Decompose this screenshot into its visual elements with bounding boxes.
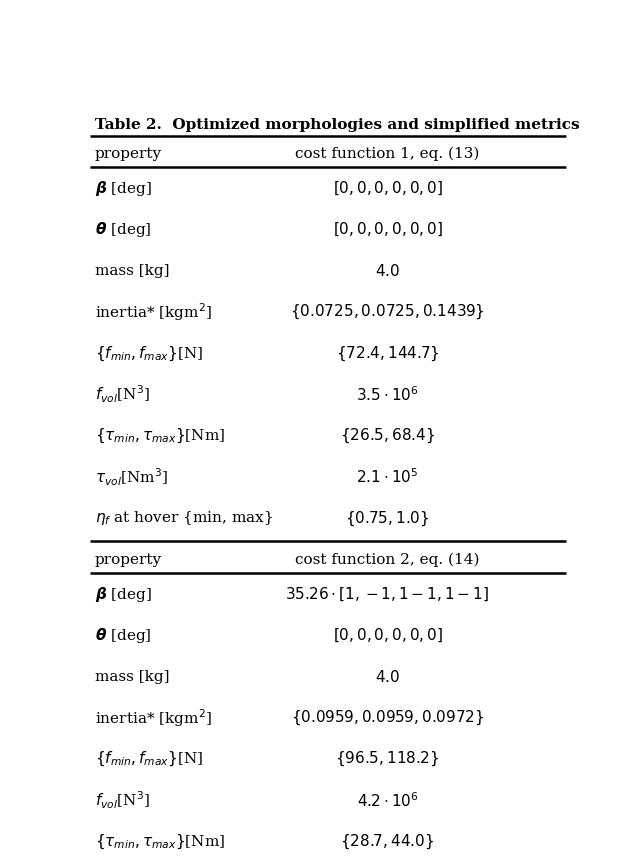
Text: $\boldsymbol{\beta}$ [deg]: $\boldsymbol{\beta}$ [deg]	[95, 585, 152, 604]
Text: $35.26 \cdot [1, -1, 1-1, 1-1]$: $35.26 \cdot [1, -1, 1-1, 1-1]$	[285, 586, 490, 603]
Text: inertia* [kgm$^2$]: inertia* [kgm$^2$]	[95, 707, 212, 728]
Text: Table 2.  Optimized morphologies and simplified metrics: Table 2. Optimized morphologies and simp…	[95, 118, 579, 132]
Text: $4.0$: $4.0$	[375, 263, 400, 279]
Text: $\{28.7, 44.0\}$: $\{28.7, 44.0\}$	[340, 832, 435, 851]
Text: $\{96.5, 118.2\}$: $\{96.5, 118.2\}$	[335, 750, 440, 768]
Text: $[0, 0, 0, 0, 0, 0]$: $[0, 0, 0, 0, 0, 0]$	[333, 221, 442, 238]
Text: $f_{vol}$[N$^3$]: $f_{vol}$[N$^3$]	[95, 384, 150, 405]
Text: $4.0$: $4.0$	[375, 669, 400, 684]
Text: $\{72.4, 144.7\}$: $\{72.4, 144.7\}$	[336, 344, 439, 363]
Text: $[0, 0, 0, 0, 0, 0]$: $[0, 0, 0, 0, 0, 0]$	[333, 180, 442, 197]
Text: cost function 2, eq. (14): cost function 2, eq. (14)	[295, 552, 480, 567]
Text: property: property	[95, 147, 162, 161]
Text: $\tau_{vol}$[Nm$^3$]: $\tau_{vol}$[Nm$^3$]	[95, 467, 168, 488]
Text: $\{0.0725, 0.0725, 0.1439\}$: $\{0.0725, 0.0725, 0.1439\}$	[291, 303, 484, 321]
Text: $\boldsymbol{\beta}$ [deg]: $\boldsymbol{\beta}$ [deg]	[95, 179, 152, 198]
Text: $\{0.75, 1.0\}$: $\{0.75, 1.0\}$	[346, 509, 429, 528]
Text: $\boldsymbol{\theta}$ [deg]: $\boldsymbol{\theta}$ [deg]	[95, 220, 151, 239]
Text: $f_{vol}$[N$^3$]: $f_{vol}$[N$^3$]	[95, 790, 150, 811]
Text: property: property	[95, 553, 162, 567]
Text: mass [kg]: mass [kg]	[95, 264, 170, 278]
Text: $3.5 \cdot 10^6$: $3.5 \cdot 10^6$	[356, 385, 419, 403]
Text: $4.2 \cdot 10^6$: $4.2 \cdot 10^6$	[356, 791, 419, 810]
Text: $\{\tau_{min}, \tau_{max}\}$[Nm]: $\{\tau_{min}, \tau_{max}\}$[Nm]	[95, 832, 225, 851]
Text: $\{26.5, 68.4\}$: $\{26.5, 68.4\}$	[340, 427, 435, 445]
Text: $\eta_f$ at hover {min, max}: $\eta_f$ at hover {min, max}	[95, 509, 273, 527]
Text: $[0, 0, 0, 0, 0, 0]$: $[0, 0, 0, 0, 0, 0]$	[333, 626, 442, 644]
Text: $\boldsymbol{\theta}$ [deg]: $\boldsymbol{\theta}$ [deg]	[95, 626, 151, 645]
Text: $\{\tau_{min}, \tau_{max}\}$[Nm]: $\{\tau_{min}, \tau_{max}\}$[Nm]	[95, 427, 225, 445]
Text: inertia* [kgm$^2$]: inertia* [kgm$^2$]	[95, 302, 212, 323]
Text: $\{f_{min}, f_{max}\}$[N]: $\{f_{min}, f_{max}\}$[N]	[95, 344, 203, 363]
Text: $\{f_{min}, f_{max}\}$[N]: $\{f_{min}, f_{max}\}$[N]	[95, 750, 203, 768]
Text: $\{0.0959, 0.0959, 0.0972\}$: $\{0.0959, 0.0959, 0.0972\}$	[291, 708, 484, 727]
Text: $2.1 \cdot 10^5$: $2.1 \cdot 10^5$	[356, 467, 419, 486]
Text: mass [kg]: mass [kg]	[95, 670, 170, 683]
Text: cost function 1, eq. (13): cost function 1, eq. (13)	[295, 147, 480, 161]
